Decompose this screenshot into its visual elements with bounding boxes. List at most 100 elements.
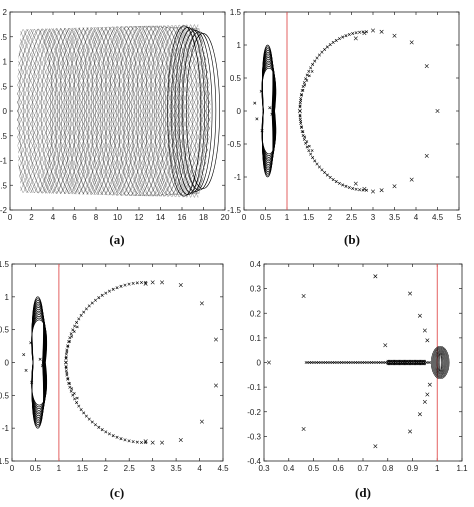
- panel-c-near-point: [24, 368, 28, 372]
- panel-c-arc-point: [64, 369, 68, 373]
- panel-c-arc-point: [79, 313, 83, 317]
- panel-c-arc-point: [115, 435, 119, 439]
- panel-c-arc-dense-point: [70, 335, 74, 338]
- panel-c-xtick-label: 1.5: [77, 464, 89, 473]
- panel-a-ytick-label: -0.5: [0, 132, 8, 141]
- panel-b-xtick-label: 0: [242, 213, 247, 222]
- panel-c-arc-point: [90, 301, 94, 305]
- panel-b-arc-point: [325, 173, 329, 177]
- panel-d-ytick-label: -0.2: [247, 408, 261, 417]
- panel-d-ytick-label: -0.3: [247, 432, 261, 441]
- panel-b-arc-point: [315, 56, 319, 60]
- panel-c-arc-point: [87, 417, 91, 421]
- panel-c-arc-dense-point: [65, 350, 69, 354]
- panel-b-arc-point: [305, 145, 309, 149]
- panel-c-xtick-label: 2.5: [124, 464, 136, 473]
- panel-b-arc-dense-point: [308, 74, 311, 78]
- panel-c-arc-point: [90, 420, 94, 424]
- panel-b-arc-point: [313, 159, 317, 163]
- panel-c-arc-dense-point: [73, 330, 76, 333]
- panel-c-arc-point: [131, 440, 135, 444]
- panel-b-arc-point: [354, 187, 358, 191]
- panel-b-arc-point: [311, 62, 315, 66]
- panel-c-xtick-label: 2: [104, 464, 109, 473]
- panel-c-arc-point: [64, 356, 68, 360]
- panel-b-outer-point: [353, 36, 358, 41]
- panel-b-arc-point: [347, 32, 351, 37]
- panel-d-outer-point: [373, 444, 378, 449]
- panel-b-outer-point: [370, 28, 376, 33]
- panel-c-arc-point: [115, 286, 119, 290]
- panel-c-arc-dense-point: [70, 387, 74, 390]
- panel-b-near-point: [270, 112, 274, 116]
- panel-d-cluster-loop: [438, 353, 442, 372]
- panel-d-axis-dense-point: [423, 362, 427, 366]
- panel-d-ytick-label: 0.4: [250, 260, 262, 269]
- panel-c-arc-point: [82, 411, 86, 415]
- panel-c-ytick-label: 0: [5, 359, 10, 368]
- panel-d-outer-point: [422, 328, 427, 333]
- panel-c-arc-point: [111, 434, 115, 438]
- panel-c-outer-point: [150, 440, 155, 445]
- panel-c-xtick-label: 4.5: [217, 464, 229, 473]
- panel-d-axis-dense-point: [423, 359, 427, 363]
- panel-b-arc-dense-point: [301, 130, 305, 134]
- panel-c-outer-point: [160, 440, 165, 445]
- panel-d-axis-point: [428, 361, 432, 364]
- panel-b-arc-dense-point: [298, 104, 302, 108]
- panel-b-arc-point: [307, 149, 311, 153]
- panel-b-arc-point: [298, 101, 302, 105]
- caption-a: (a): [109, 232, 124, 247]
- panel-d-outer-point: [427, 382, 432, 387]
- panel-b-arc-point: [320, 50, 324, 54]
- panel-b-arc-point: [300, 129, 304, 134]
- panel-d-outer-point: [266, 360, 271, 365]
- panel-d-outer-point: [425, 338, 430, 343]
- panel-b-arc-point: [317, 53, 321, 57]
- panel-b-outer-point: [435, 108, 440, 114]
- panel-b-arc-dense-point: [310, 70, 314, 73]
- panel-b-arc-point: [331, 40, 335, 44]
- panel-d-ytick-label: -0.1: [247, 383, 261, 392]
- panel-c-arc-point: [84, 414, 88, 418]
- panel-b-xtick-label: 3: [371, 213, 376, 222]
- panel-d-xtick-label: 0.3: [258, 464, 270, 473]
- panel-c-arc-point: [104, 430, 108, 434]
- panel-b-ytick-label: -1: [234, 173, 242, 182]
- panel-a-xtick-label: 18: [199, 213, 208, 222]
- panel-b-arc-point: [334, 38, 338, 42]
- panel-c-outer-point: [143, 281, 148, 286]
- panel-c-arc-dense-point: [66, 377, 70, 380]
- panel-c-ytick-label: 0.5: [0, 326, 10, 335]
- panel-b-arc-point: [337, 37, 341, 41]
- panel-b-outer-point: [297, 108, 302, 114]
- panel-b-arc-point: [305, 73, 309, 77]
- panel-b-arc-dense-point: [299, 99, 303, 102]
- panel-a-xtick-label: 14: [156, 213, 165, 222]
- panel-b-outer-point: [353, 181, 358, 186]
- panel-a-xtick-label: 20: [221, 213, 230, 222]
- panel-c-arc-point: [64, 352, 68, 356]
- panel-b-xtick-label: 2.5: [346, 213, 358, 222]
- panel-b-arc-point: [309, 152, 313, 156]
- panel-b-xtick-label: 1: [285, 213, 290, 222]
- panel-c-near-point: [38, 357, 42, 361]
- panel-a-ytick-label: 1: [3, 58, 8, 67]
- panel-b-arc-point: [328, 175, 332, 179]
- panel-c-arc-point: [64, 365, 68, 369]
- panel-b-outer-point: [409, 177, 414, 182]
- panel-d-cluster-loop: [431, 346, 449, 379]
- panel-c-near-point: [30, 380, 34, 384]
- panel-c-arc-point: [68, 385, 72, 389]
- panel-b-arc-point: [347, 185, 351, 190]
- panel-b-outer-point: [379, 29, 384, 34]
- panel-c-arc-point: [139, 280, 143, 285]
- panel-b-arc-dense-point: [301, 88, 305, 92]
- panel-c-arc-point: [84, 307, 88, 311]
- panel-c-arc-dense-point: [73, 392, 76, 395]
- panel-b-arc-point: [323, 171, 327, 175]
- panel-c-ytick-label: -0.5: [0, 391, 10, 400]
- panel-d-xtick-label: 0.7: [357, 464, 369, 473]
- panel-c-arc-point: [135, 440, 139, 444]
